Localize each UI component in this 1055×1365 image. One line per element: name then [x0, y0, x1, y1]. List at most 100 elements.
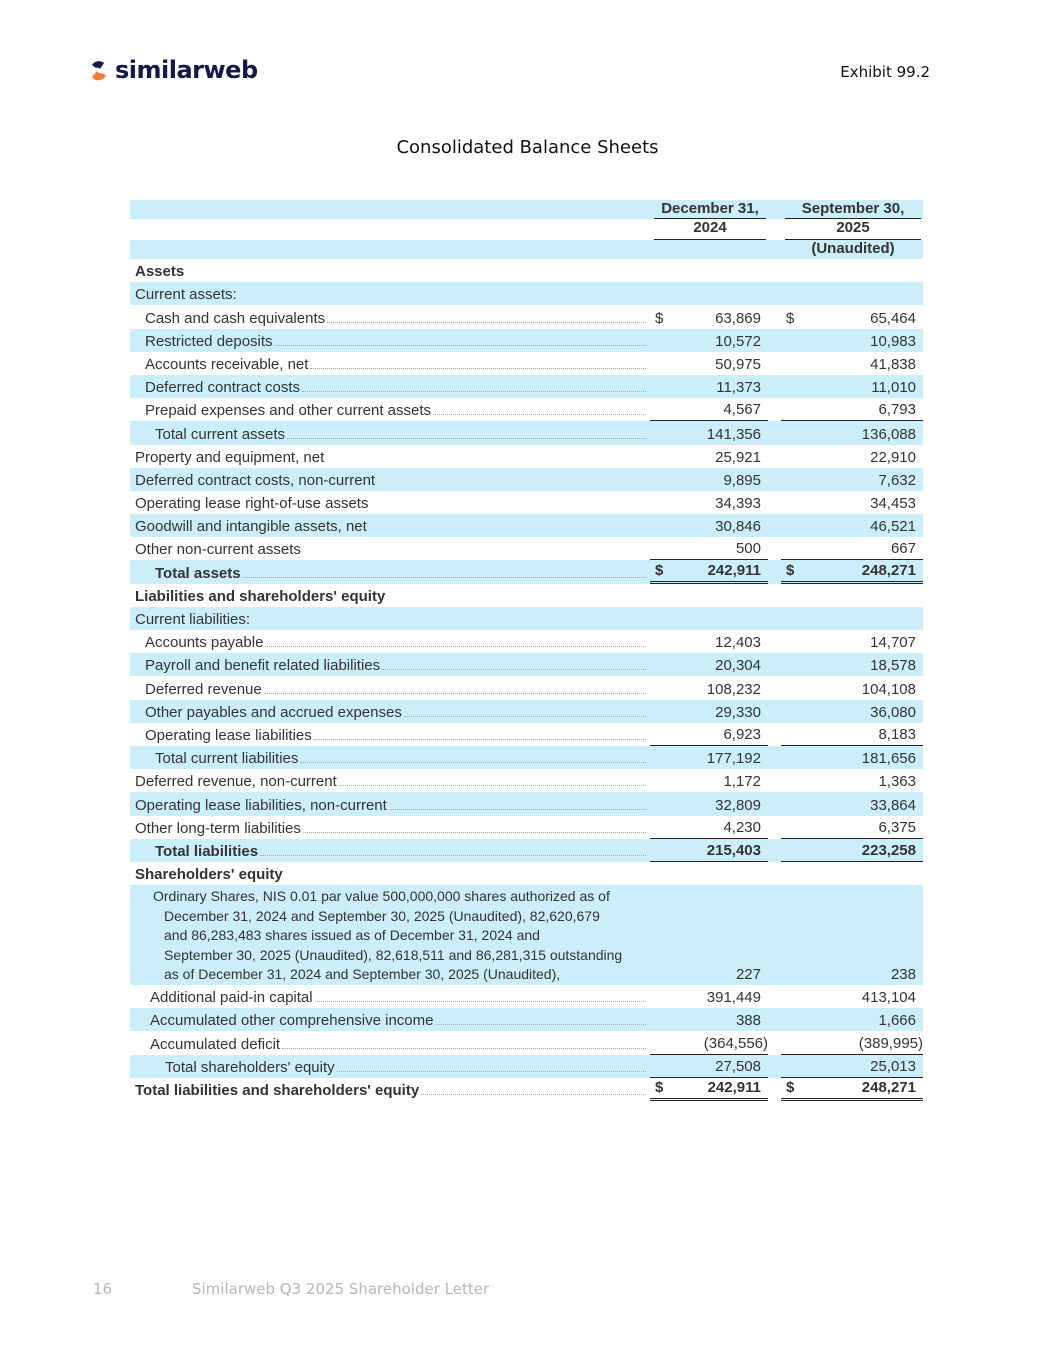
table-row: Current assets:	[130, 282, 923, 306]
gap	[768, 445, 781, 468]
label-line: September 30, 2025 (Unaudited), 82,618,5…	[164, 946, 623, 963]
value-cell: 4,230	[650, 816, 768, 839]
table-row: Other non-current assets 500 667	[130, 537, 923, 561]
row-label: Other payables and accrued expenses	[130, 700, 650, 723]
value-cell: 238	[781, 885, 923, 985]
leader-dots	[310, 367, 646, 369]
table-row: Accounts receivable, net 50,975 41,838	[130, 352, 923, 375]
value-cell	[650, 584, 768, 607]
value-cell: 108,232	[650, 676, 768, 699]
value-cell: 18,578	[781, 653, 923, 676]
gap	[768, 1031, 781, 1054]
amount: 667	[890, 540, 916, 558]
table-row: Assets	[130, 259, 923, 282]
table-row: Goodwill and intangible assets, net 30,84…	[130, 514, 923, 538]
amount: 33,864	[870, 796, 916, 814]
label-text: Total liabilities and shareholders' equi…	[135, 1082, 420, 1099]
value-cell: 500	[650, 537, 768, 561]
amount: 391,449	[706, 989, 761, 1007]
amount: 1,172	[723, 773, 761, 791]
logo: similarweb	[88, 56, 258, 84]
label-text: Accumulated deficit	[150, 1035, 281, 1053]
amount: 388	[735, 1012, 761, 1030]
gap	[768, 305, 781, 328]
value-cell: $248,271	[781, 1078, 923, 1101]
row-label: Accounts receivable, net	[130, 352, 650, 375]
table-row: Total liabilities 215,403 223,258	[130, 838, 923, 862]
leader-dots	[382, 669, 646, 671]
currency: $	[786, 561, 795, 579]
gap	[768, 700, 781, 723]
value-cell: 20,304	[650, 653, 768, 676]
gap	[768, 259, 781, 282]
value-cell: 11,010	[781, 375, 923, 398]
table-row: Deferred contract costs, non-current 9,89…	[130, 467, 923, 491]
label-text: Total assets	[155, 564, 241, 582]
label-text: Shareholders' equity	[135, 866, 283, 884]
label-text: Operating lease liabilities, non-current	[135, 796, 387, 814]
table-row: Deferred contract costs 11,373 11,010	[130, 374, 923, 399]
gap	[768, 537, 781, 560]
leader-dots	[327, 321, 646, 323]
table-row: Accumulated deficit (364,556) (389,995)	[130, 1031, 923, 1055]
gap	[768, 746, 781, 769]
row-label: Deferred contract costs	[130, 375, 650, 398]
row-label: Operating lease liabilities, non-current	[130, 792, 650, 815]
leader-dots	[300, 762, 646, 764]
row-label: Additional paid-in capital	[130, 985, 650, 1008]
gap	[768, 219, 781, 240]
row-label: Assets	[130, 259, 650, 282]
value-cell: 25,921	[650, 445, 768, 468]
value-cell: 12,403	[650, 630, 768, 653]
amount: 215,403	[706, 841, 761, 859]
amount: 50,975	[715, 355, 761, 373]
value-cell: 22,910	[781, 445, 923, 468]
amount: 413,104	[861, 989, 916, 1007]
amount: 34,393	[715, 495, 761, 513]
leader-dots	[336, 1070, 646, 1072]
amount: 9,895	[723, 471, 761, 489]
header-row: 2024 2025	[130, 219, 923, 240]
value-cell	[781, 259, 923, 282]
gap	[768, 676, 781, 699]
label-text: Total current assets	[155, 425, 286, 443]
value-cell: 34,393	[650, 491, 768, 514]
value-cell: 50,975	[650, 352, 768, 375]
amount: 10,983	[870, 332, 916, 350]
page-number: 16	[93, 1280, 113, 1298]
value-cell: 25,013	[781, 1055, 923, 1078]
title: Consolidated Balance Sheets	[396, 137, 659, 158]
amount: 242,911	[707, 561, 761, 579]
table-row: Restricted deposits 10,572 10,983	[130, 328, 923, 352]
gap	[768, 375, 781, 398]
amount: 25,013	[870, 1057, 916, 1075]
label-line: December 31, 2024 and September 30, 2025…	[164, 907, 600, 924]
label-text: Property and equipment, net	[135, 448, 325, 466]
amount: 6,375	[878, 818, 916, 836]
header-row: December 31, September 30,	[130, 200, 923, 219]
label-text: Liabilities and shareholders' equity	[135, 587, 386, 605]
value-cell: 227	[650, 885, 768, 985]
amount: 223,258	[861, 841, 916, 859]
exhibit: Exhibit 99.2	[840, 63, 930, 81]
gap	[768, 653, 781, 676]
amount: 36,080	[870, 703, 916, 721]
amount: 30,846	[715, 518, 761, 536]
gap	[768, 329, 781, 352]
leader-dots	[302, 831, 646, 833]
value-cell: $65,464	[781, 305, 923, 328]
label-text: Operating lease right-of-use assets	[135, 495, 369, 513]
label-line: and 86,283,483 shares issued as of Decem…	[164, 927, 540, 944]
gap	[768, 352, 781, 375]
value-cell	[781, 282, 923, 305]
table-row: Total current liabilities 177,192 181,656	[130, 745, 923, 770]
gap	[768, 200, 781, 219]
value-cell: 181,656	[781, 746, 923, 769]
table-row: Additional paid-in capital 391,449 413,104	[130, 985, 923, 1008]
gap	[768, 282, 781, 305]
value-cell: 177,192	[650, 746, 768, 769]
value-cell: 14,707	[781, 630, 923, 653]
table-row: Accumulated other comprehensive income 38…	[130, 1008, 923, 1032]
label-line: Ordinary Shares, NIS 0.01 par value 500,…	[153, 888, 610, 905]
leader-dots	[403, 715, 646, 717]
